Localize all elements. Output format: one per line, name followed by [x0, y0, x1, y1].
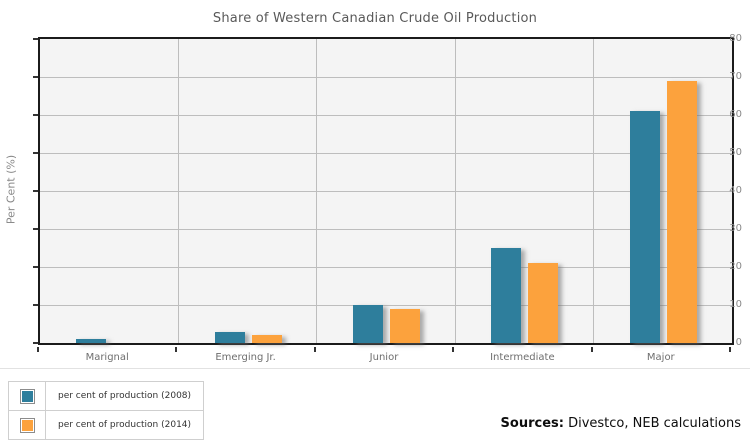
- legend-swatch-icon: [19, 388, 35, 404]
- y-tick-label-10: 10: [729, 299, 742, 310]
- x-tick-mark-4: [590, 347, 593, 352]
- gridline-y-20: [40, 266, 732, 268]
- y-tick-mark-80: [33, 38, 38, 40]
- legend: per cent of production (2008) per cent of…: [8, 381, 205, 440]
- chart-title: Share of Western Canadian Crude Oil Prod…: [212, 11, 538, 26]
- bar-2008-junior: [353, 305, 383, 343]
- bar-2014-junior: [390, 309, 420, 343]
- bar-2014-intermediate: [528, 263, 559, 343]
- legend-swatch-cell: [9, 411, 46, 439]
- y-tick-label-30: 30: [729, 223, 742, 234]
- bar-2008-emerging-jr: [214, 332, 245, 343]
- x-category-label-major: Major: [646, 352, 675, 363]
- legend-label: per cent of production (2014): [58, 420, 192, 430]
- legend-label: per cent of production (2008): [58, 391, 192, 401]
- y-axis-title: Per Cent (%): [4, 154, 18, 225]
- y-tick-label-40: 40: [729, 185, 742, 196]
- legend-item-2014: per cent of production (2014): [9, 410, 204, 439]
- y-tick-mark-50: [33, 152, 38, 154]
- bar-2008-marignal: [76, 339, 107, 343]
- bar-2008-major: [629, 111, 660, 343]
- gridline-y-30: [40, 228, 732, 230]
- bar-2014-emerging-jr: [251, 335, 282, 343]
- gridline-y-40: [40, 190, 732, 192]
- y-tick-label-0: 0: [735, 337, 742, 348]
- plot-area: [38, 37, 734, 345]
- gridline-y-10: [40, 304, 732, 306]
- x-tick-mark-1: [175, 347, 178, 352]
- sources-label: Sources:: [500, 416, 564, 431]
- x-tick-mark-2: [313, 347, 316, 352]
- y-tick-label-70: 70: [729, 71, 742, 82]
- legend-swatch-cell: [9, 382, 46, 410]
- bar-2008-intermediate: [491, 248, 522, 343]
- divider-rule: [0, 368, 750, 369]
- legend-item-2008: per cent of production (2008): [9, 382, 203, 410]
- y-tick-label-50: 50: [729, 147, 742, 158]
- y-tick-mark-20: [33, 266, 38, 268]
- x-tick-mark-3: [452, 347, 455, 352]
- x-category-label-intermediate: Intermediate: [490, 352, 555, 363]
- gridline-y-70: [40, 76, 732, 78]
- y-tick-mark-70: [33, 76, 38, 78]
- bar-2014-major: [666, 81, 697, 343]
- gridline-y-50: [40, 152, 732, 154]
- x-tick-mark-0: [37, 347, 39, 352]
- gridline-x-1: [177, 39, 179, 343]
- y-tick-mark-0: [33, 342, 38, 344]
- x-tick-mark-5: [729, 347, 731, 352]
- x-category-label-junior: Junior: [369, 352, 399, 363]
- gridline-x-2: [316, 39, 318, 343]
- y-tick-mark-10: [33, 304, 38, 306]
- sources-note: Sources: Divestco, NEB calculations: [501, 416, 741, 431]
- gridline-y-60: [40, 114, 732, 116]
- y-tick-mark-30: [33, 228, 38, 230]
- y-tick-label-60: 60: [729, 109, 742, 120]
- x-category-label-emerging-jr: Emerging Jr.: [215, 352, 276, 363]
- y-tick-mark-60: [33, 114, 38, 116]
- y-tick-label-20: 20: [729, 261, 742, 272]
- y-tick-label-80: 80: [729, 33, 742, 44]
- sources-text: Divestco, NEB calculations: [563, 416, 741, 431]
- legend-swatch-icon: [19, 417, 35, 433]
- gridline-x-3: [454, 39, 456, 343]
- x-category-label-marignal: Marignal: [85, 352, 129, 363]
- gridline-x-4: [593, 39, 595, 343]
- y-tick-mark-40: [33, 190, 38, 192]
